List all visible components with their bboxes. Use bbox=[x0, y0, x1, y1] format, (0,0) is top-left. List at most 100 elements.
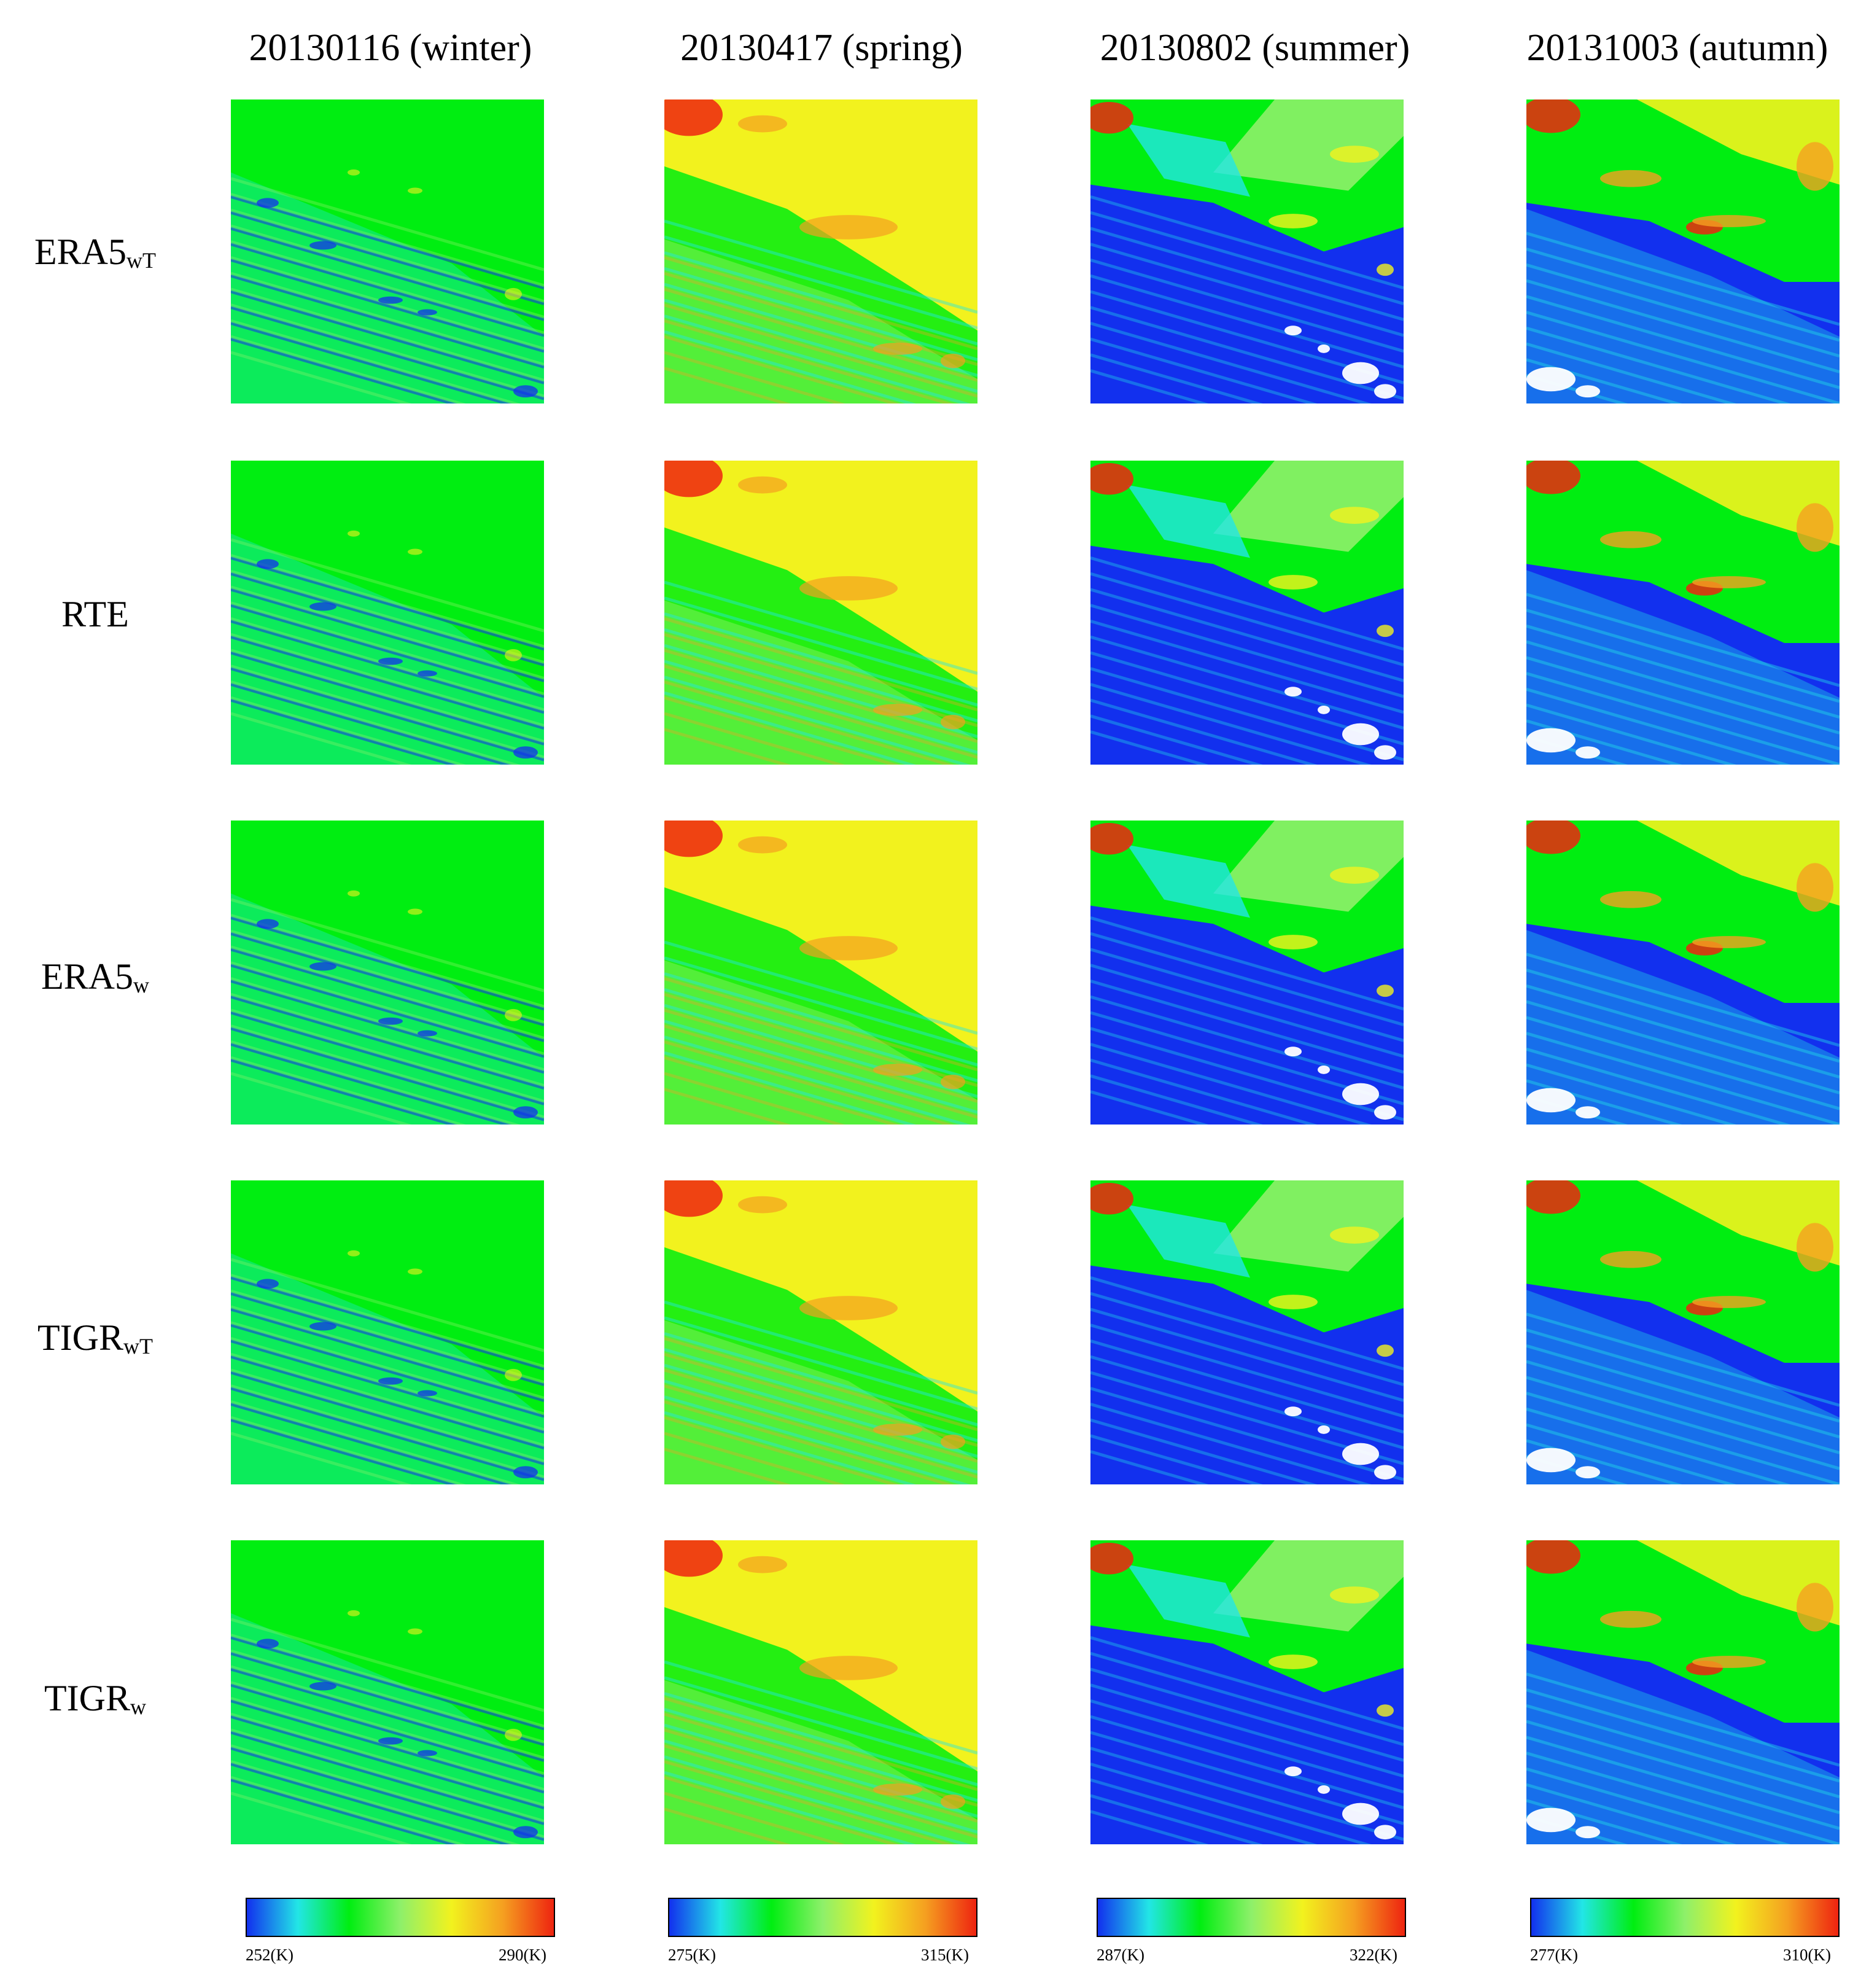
lst-map-spring-tigrwt bbox=[664, 1180, 977, 1484]
warm-spot bbox=[1330, 146, 1379, 163]
warm-spot bbox=[1692, 215, 1766, 227]
valley-streak bbox=[231, 585, 544, 680]
valley-streak bbox=[664, 665, 977, 759]
valley-streak bbox=[231, 1305, 544, 1400]
mountain-ridge bbox=[1090, 227, 1404, 321]
mountain-ridge bbox=[664, 235, 977, 330]
mountain-ridge bbox=[1090, 1667, 1404, 1762]
lst-map-image bbox=[1526, 821, 1840, 1125]
column-title-summer: 20130802 (summer) bbox=[1100, 27, 1410, 69]
valley-streak bbox=[231, 1681, 544, 1776]
warm-spot bbox=[1600, 1250, 1661, 1268]
mountain-ridge bbox=[1526, 1704, 1840, 1799]
warm-spot bbox=[348, 169, 360, 176]
valley-streak bbox=[231, 680, 521, 765]
valley-streak bbox=[231, 1416, 466, 1484]
warm-spot bbox=[348, 1250, 360, 1257]
mountain-ridge bbox=[231, 1418, 458, 1484]
snow-cold-spot bbox=[257, 559, 279, 569]
warm-spot bbox=[1797, 503, 1833, 552]
mountain-ridge bbox=[664, 330, 917, 403]
warm-spot bbox=[1692, 936, 1766, 948]
lst-map-spring-tigrw bbox=[664, 1540, 977, 1844]
terrain-cyan bbox=[1127, 485, 1250, 558]
mountain-ridge bbox=[231, 321, 512, 403]
mountain-ridge bbox=[1090, 1276, 1404, 1371]
mountain-ridge bbox=[1090, 1762, 1372, 1844]
colorbar-summer bbox=[1097, 1898, 1406, 1937]
mountain-ridge bbox=[1526, 1767, 1791, 1844]
warm-spot bbox=[873, 1424, 922, 1436]
valley-streak bbox=[231, 271, 544, 367]
warm-spot bbox=[1330, 507, 1379, 524]
terrain-cyan bbox=[1127, 1204, 1250, 1278]
mountain-ridge bbox=[664, 1035, 971, 1125]
mountain-ridge bbox=[231, 258, 544, 353]
valley-streak bbox=[231, 1760, 521, 1844]
row-label-subscript: wT bbox=[123, 1334, 153, 1358]
snow-cold-spot bbox=[1318, 1785, 1330, 1794]
valley-streak bbox=[664, 1760, 954, 1844]
valley-streak bbox=[231, 696, 466, 765]
valley-streak bbox=[664, 696, 900, 765]
snow-cold-spot bbox=[1526, 1088, 1576, 1113]
warm-spot bbox=[941, 353, 965, 368]
warm-spot bbox=[1330, 1586, 1379, 1604]
valley-streak bbox=[231, 1008, 544, 1103]
warm-spot bbox=[1797, 863, 1833, 912]
mountain-ridge bbox=[1526, 1407, 1791, 1484]
lst-map-winter-era5wt bbox=[231, 99, 544, 403]
mountain-ridge bbox=[231, 1011, 544, 1105]
mountain-ridge bbox=[1090, 1778, 1318, 1844]
mountain-ridge bbox=[231, 1402, 512, 1484]
mountain-ridge bbox=[231, 290, 544, 384]
terrain-cyan bbox=[1127, 1564, 1250, 1638]
mountain-ridge bbox=[1090, 211, 1404, 306]
mountain-ridge bbox=[1526, 1672, 1840, 1767]
mountain-ridge bbox=[664, 1019, 977, 1114]
valley-streak bbox=[664, 977, 977, 1072]
terrain-light-green bbox=[664, 239, 977, 403]
warm-spot bbox=[505, 1728, 522, 1741]
warm-spot bbox=[738, 115, 787, 133]
mountain-ridge bbox=[1526, 1688, 1840, 1783]
mountain-ridge bbox=[231, 227, 544, 321]
mountain-ridge bbox=[231, 979, 544, 1074]
hot-spot bbox=[1526, 821, 1580, 854]
mountain-ridge bbox=[231, 948, 544, 1042]
mountain-ridge bbox=[1526, 326, 1791, 403]
mountain-ridge bbox=[1526, 1063, 1737, 1125]
valley-streak bbox=[664, 1088, 791, 1125]
colorbar-autumn-min: 277(K) bbox=[1530, 1946, 1578, 1964]
valley-streak bbox=[231, 992, 544, 1088]
mountain-ridge bbox=[1090, 1450, 1209, 1484]
warm-spot bbox=[1600, 891, 1661, 908]
lst-map-image bbox=[231, 99, 544, 403]
warm-spot bbox=[505, 1008, 522, 1021]
row-label-tigr-w: TIGRw bbox=[12, 1674, 178, 1731]
colorbar-winter bbox=[246, 1898, 555, 1937]
valley-streak bbox=[231, 177, 544, 271]
mountain-ridge bbox=[1526, 656, 1840, 750]
mountain-ridge bbox=[1526, 1439, 1682, 1484]
valley-streak bbox=[664, 1056, 900, 1125]
mountain-ridge bbox=[664, 1316, 977, 1411]
snow-cold-spot bbox=[1318, 1065, 1330, 1074]
snow-cold-spot bbox=[513, 1106, 538, 1119]
row-label-era5-w: ERA5w bbox=[12, 952, 178, 1010]
snow-cold-spot bbox=[1526, 1448, 1576, 1473]
hot-spot bbox=[1090, 101, 1133, 134]
warm-spot bbox=[1797, 1583, 1833, 1632]
mountain-ridge bbox=[1090, 1747, 1404, 1841]
valley-streak bbox=[664, 303, 977, 398]
valley-streak bbox=[664, 1776, 900, 1844]
mountain-ridge bbox=[664, 691, 917, 765]
mountain-ridge bbox=[231, 651, 544, 746]
mountain-ridge bbox=[1090, 667, 1404, 762]
mountain-ridge bbox=[1526, 687, 1791, 765]
warm-spot bbox=[799, 215, 898, 240]
mountain-ridge bbox=[1526, 1344, 1840, 1439]
valley-streak bbox=[231, 1649, 544, 1744]
valley-streak bbox=[664, 633, 977, 728]
valley-streak bbox=[664, 617, 977, 712]
